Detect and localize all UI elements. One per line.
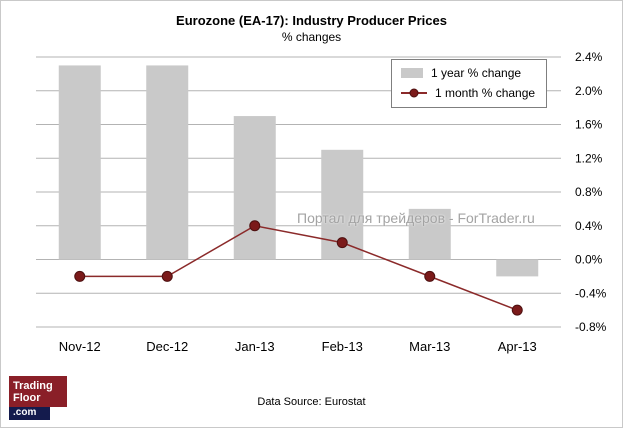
chart-legend: 1 year % change 1 month % change (391, 59, 548, 108)
line-marker (424, 270, 436, 282)
x-tick-label: Mar-13 (409, 339, 450, 354)
y-tick-label: -0.8% (575, 320, 607, 334)
logo-trading-label: Trading (13, 380, 53, 392)
line-marker (161, 270, 173, 282)
legend-item: 1 month % change (401, 86, 535, 100)
data-source-label: Data Source: Eurostat (257, 396, 366, 408)
y-tick-label: 1.2% (575, 151, 603, 165)
x-tick-label: Dec-12 (146, 339, 188, 354)
bar (233, 116, 276, 260)
bar (58, 65, 101, 260)
y-tick-label: 2.0% (575, 84, 603, 98)
y-tick-label: 2.4% (575, 50, 603, 64)
chart-subtitle: % changes (281, 30, 342, 44)
x-tick-label: Jan-13 (235, 339, 275, 354)
watermark-text: Портал для трейдеров - ForTrader.ru (297, 210, 535, 226)
y-tick-label: 1.6% (575, 118, 603, 132)
x-tick-label: Feb-13 (322, 339, 363, 354)
legend-label: 1 year % change (431, 66, 522, 80)
y-tick-label: 0.4% (575, 219, 603, 233)
bar (146, 65, 189, 260)
line-marker (74, 270, 86, 282)
logo-wordmark: Trading Floor (9, 376, 67, 407)
x-tick-label: Apr-13 (498, 339, 537, 354)
x-tick-label: Nov-12 (59, 339, 101, 354)
bar (496, 259, 539, 277)
logo-com-label: .com (9, 407, 50, 420)
bar-swatch-icon (401, 68, 423, 78)
legend-item: 1 year % change (401, 66, 535, 80)
chart-title: Eurozone (EA-17): Industry Producer Pric… (176, 13, 447, 28)
legend-label: 1 month % change (435, 86, 536, 100)
line-swatch-icon (401, 88, 427, 98)
line-marker (249, 220, 261, 232)
legend-dot-icon (409, 88, 419, 98)
y-tick-label: -0.4% (575, 286, 607, 300)
tradingfloor-logo: Trading Floor .com (9, 376, 67, 420)
y-tick-label: 0.8% (575, 185, 603, 199)
logo-floor-label: Floor (13, 392, 41, 404)
line-marker (336, 237, 348, 249)
chart-svg: -0.8% -0.4% 0.0% 0.4% 0.8% 1.2% 1.6% 2.0% 2.4% No… (36, 50, 607, 354)
line-series (79, 224, 518, 311)
chart-area: -0.8% -0.4% 0.0% 0.4% 0.8% 1.2% 1.6% 2.0% 2.4% No… (9, 47, 616, 365)
line-marker (511, 304, 523, 316)
y-tick-label: 0.0% (575, 253, 603, 267)
bar (408, 208, 451, 260)
